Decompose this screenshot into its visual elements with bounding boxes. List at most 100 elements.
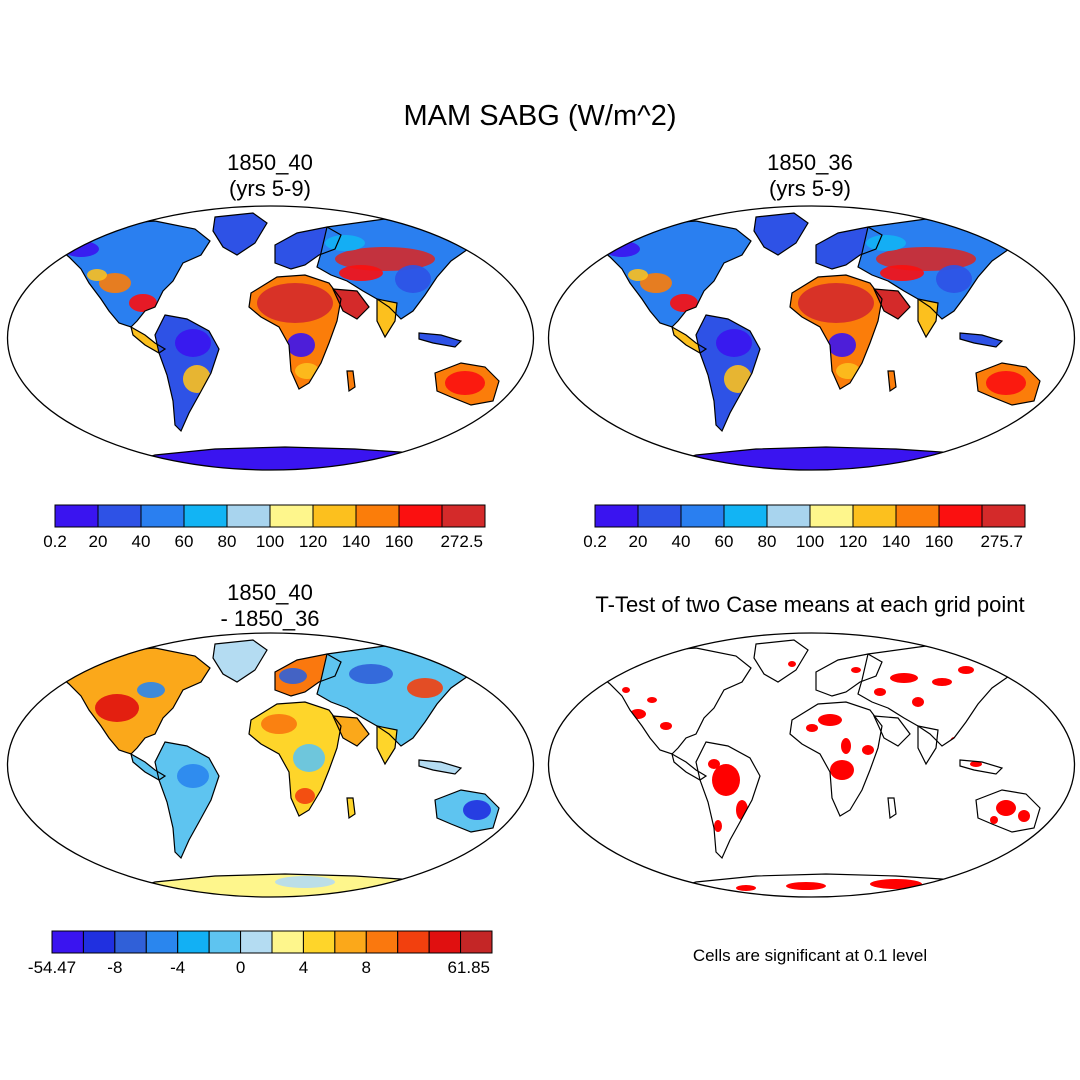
colorbar-box (852, 504, 897, 528)
coastline-south-america (695, 314, 761, 433)
panel-title-case2-line1: 1850_36 (767, 150, 853, 175)
coastline-india (917, 725, 939, 766)
coastline-antarctica (114, 873, 459, 897)
land-new-zealand (501, 830, 511, 846)
colorbar-label: -4 (170, 958, 185, 977)
map-ttest (547, 632, 1076, 898)
colorbar-box (594, 504, 639, 528)
map-border (6, 632, 535, 898)
significant-cell (841, 738, 851, 754)
value-patch (670, 294, 698, 312)
colorbar-box (334, 930, 367, 954)
land-new-zealand (1042, 403, 1052, 419)
map-border (547, 205, 1076, 471)
colorbar-label: 61.85 (447, 958, 490, 977)
significant-cell (708, 759, 720, 769)
significant-cell (786, 882, 826, 890)
colorbar-box (114, 930, 147, 954)
coastline-madagascar (346, 370, 356, 393)
coastline-arabia (332, 715, 370, 747)
significant-cell (714, 820, 722, 832)
coastline-north-america (597, 220, 752, 328)
coastline-madagascar (346, 797, 356, 820)
value-patch (798, 283, 874, 323)
significant-cell (678, 889, 694, 895)
coastline-north-america (597, 647, 752, 755)
colorbar-label: 60 (175, 532, 194, 551)
value-patch (129, 294, 157, 312)
colorbar-box (269, 504, 314, 528)
colorbar-label: 80 (218, 532, 237, 551)
coastline-indonesia (959, 759, 1004, 775)
colorbar-label: 40 (132, 532, 151, 551)
colorbar-box (680, 504, 725, 528)
panel-title-ttest-line1: T-Test of two Case means at each grid po… (595, 592, 1025, 617)
coastline-europe (274, 226, 342, 270)
coastline-indonesia (418, 759, 463, 775)
colorbar-box (766, 504, 811, 528)
value-patch (836, 363, 860, 379)
coastline-africa (789, 274, 883, 390)
colorbar-label: 0.2 (43, 532, 67, 551)
colorbar-box (312, 504, 357, 528)
value-patch (936, 265, 972, 293)
value-patch (986, 371, 1026, 395)
significant-cell (712, 764, 740, 796)
colorbar-label: 120 (839, 532, 867, 551)
colorbar-box (208, 930, 242, 954)
coastline-australia (434, 362, 500, 406)
colorbar-box (981, 504, 1026, 528)
map-border (547, 632, 1076, 898)
significant-cell (932, 678, 952, 686)
colorbar-label: 140 (342, 532, 370, 551)
significant-cell (818, 714, 842, 726)
land-indonesia (419, 760, 461, 774)
land-greenland (213, 213, 267, 255)
panel-title-case1-line2: (yrs 5-9) (229, 176, 311, 201)
value-patch (880, 265, 924, 281)
colorbar-box (895, 504, 940, 528)
land-new-zealand (501, 403, 511, 419)
colorbar-box (938, 504, 983, 528)
coastline-greenland (753, 212, 809, 256)
colorbar-box (809, 504, 854, 528)
colorbar-box (441, 504, 486, 528)
coastline-central-america (130, 325, 167, 354)
significant-cell (996, 800, 1016, 816)
coastline-europe (815, 226, 883, 270)
colorbar-label: 20 (629, 532, 648, 551)
value-patch (395, 265, 431, 293)
value-patch (137, 682, 165, 698)
coastline-antarctica (114, 446, 459, 470)
significant-cell (851, 667, 861, 673)
colorbar-label: 0.2 (583, 532, 607, 551)
value-patch (275, 876, 335, 888)
coastline-australia (975, 362, 1041, 406)
colorbar-label: 100 (796, 532, 824, 551)
land-india (377, 726, 397, 764)
land-central-america (131, 327, 165, 353)
coastline-madagascar (887, 370, 897, 393)
colorbar-label: 20 (89, 532, 108, 551)
value-patch (876, 247, 976, 271)
panel-title-ttest: T-Test of two Case means at each grid po… (540, 592, 1080, 618)
panel-title-difference: 1850_40 - 1850_36 (120, 580, 420, 632)
colorbar-label: 140 (882, 532, 910, 551)
significant-cell (990, 816, 998, 824)
colorbar-label: 160 (385, 532, 413, 551)
land-arabia (333, 716, 369, 746)
coastline-indonesia (959, 332, 1004, 348)
value-patch (640, 273, 672, 293)
map-border (6, 205, 535, 471)
colorbar-box (145, 930, 179, 954)
value-patch (325, 235, 365, 251)
panel-title-difference-line2: - 1850_36 (220, 606, 320, 631)
colorbar-box (637, 504, 682, 528)
colorbar-box (365, 930, 399, 954)
significant-cell (862, 745, 874, 755)
colorbar-label: 120 (299, 532, 327, 551)
significance-note: Cells are significant at 0.1 level (692, 946, 928, 965)
value-patch (287, 333, 315, 357)
coastline-africa (248, 701, 342, 817)
coastline-europe (815, 653, 883, 697)
